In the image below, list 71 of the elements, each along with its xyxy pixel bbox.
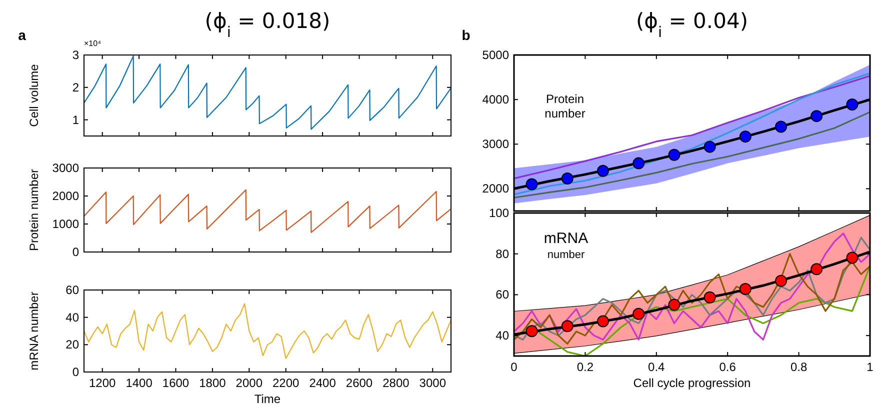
chart-title: (ϕ$_{i}$ = 0.018) xyxy=(204,9,330,40)
point xyxy=(597,164,609,177)
point xyxy=(632,308,645,320)
x-tick-label: 3000 xyxy=(419,376,446,390)
x-axis-title: Time xyxy=(254,392,281,406)
x-tick-label: 0.8 xyxy=(790,360,808,374)
point xyxy=(597,315,609,328)
y-tick-label: 40 xyxy=(66,310,80,324)
chart-title: (ϕ$_{i}$ = 0.04) xyxy=(636,9,748,40)
line-series xyxy=(84,55,451,130)
point xyxy=(668,148,680,161)
y-tick-label: 100 xyxy=(488,206,510,220)
x-tick-label: 1600 xyxy=(162,376,190,390)
point xyxy=(561,172,574,184)
text: ×10⁴ xyxy=(84,39,102,48)
point xyxy=(846,98,858,110)
y-tick-label: 40 xyxy=(496,328,510,343)
y-tick-label: 3 xyxy=(72,48,80,62)
y-tick-label: 4000 xyxy=(482,92,510,107)
line-series xyxy=(84,189,451,233)
point xyxy=(775,120,787,133)
y-tick-label: 60 xyxy=(66,283,80,297)
y-tick-label: 1 xyxy=(72,112,80,127)
text: b xyxy=(462,27,470,43)
point xyxy=(668,298,680,311)
y-tick-label: 2 xyxy=(72,80,80,94)
point xyxy=(846,252,858,264)
annotation: mRNA xyxy=(544,230,588,247)
y-tick-label: 80 xyxy=(496,246,510,261)
point xyxy=(632,157,645,170)
y-tick-label: 2000 xyxy=(482,182,510,196)
y-axis-title: mRNA number xyxy=(27,292,41,370)
y-tick-label: 2000 xyxy=(52,189,80,203)
line-series xyxy=(514,75,870,180)
y-axis-title: Cell volume xyxy=(27,64,41,127)
x-tick-label: 1800 xyxy=(199,376,226,390)
text: a xyxy=(18,27,26,43)
line-series xyxy=(84,303,451,359)
x-tick-label: 0.2 xyxy=(576,360,594,374)
y-tick-label: 3000 xyxy=(52,161,80,175)
y-tick-label: 1000 xyxy=(52,217,80,231)
point xyxy=(526,325,538,338)
y-tick-label: 60 xyxy=(496,288,510,302)
x-axis-title: Cell cycle progression xyxy=(633,376,751,390)
y-tick-label: 5000 xyxy=(482,48,510,62)
x-tick-label: 2600 xyxy=(346,376,373,390)
x-tick-label: 0.4 xyxy=(648,360,666,374)
x-tick-label: 0.6 xyxy=(719,360,736,374)
x-tick-label: 0 xyxy=(510,360,518,374)
x-tick-label: 1400 xyxy=(126,376,153,390)
point xyxy=(739,282,752,295)
y-tick-label: 3000 xyxy=(482,137,510,152)
y-tick-label: 0 xyxy=(72,245,80,259)
x-tick-label: 1 xyxy=(866,360,874,374)
point xyxy=(704,140,716,153)
point xyxy=(561,320,574,332)
y-tick-label: 20 xyxy=(66,338,80,352)
point xyxy=(810,110,823,122)
point xyxy=(526,178,538,190)
x-tick-label: 1200 xyxy=(89,376,116,390)
x-tick-label: 2400 xyxy=(309,376,336,390)
annotation: number xyxy=(547,249,585,261)
x-tick-label: 2800 xyxy=(382,376,410,390)
point xyxy=(739,130,752,143)
point xyxy=(810,263,823,276)
y-axis-title: Protein number xyxy=(27,168,41,252)
point xyxy=(775,274,787,287)
x-tick-label: 2200 xyxy=(272,376,300,390)
point xyxy=(704,291,716,304)
x-tick-label: 2000 xyxy=(236,376,263,390)
annotation: Protein number xyxy=(544,92,586,120)
